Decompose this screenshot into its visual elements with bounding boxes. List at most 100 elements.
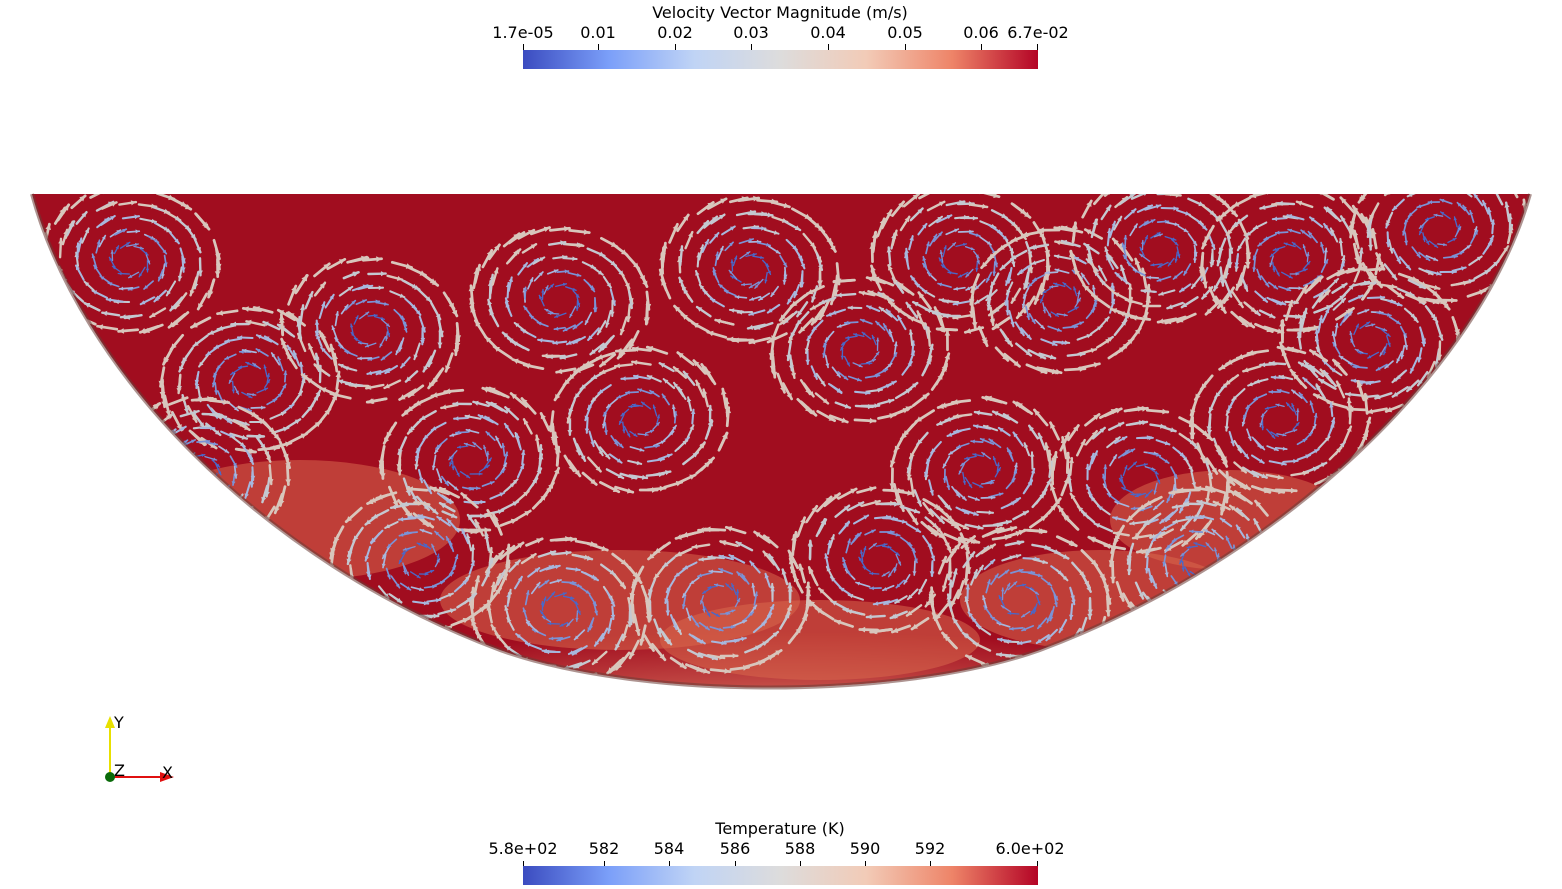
- velocity-arrowhead: [628, 302, 634, 308]
- velocity-arrowhead: [350, 581, 356, 587]
- velocity-arrowhead: [45, 224, 51, 230]
- velocity-arrowhead: [379, 473, 386, 479]
- velocity-arrowhead: [352, 271, 358, 277]
- velocity-arrowhead: [720, 389, 727, 395]
- velocity-arrowhead: [677, 352, 684, 359]
- velocity-arrowhead: [282, 384, 286, 389]
- velocity-arrowhead: [746, 251, 750, 255]
- velocity-arrowhead: [767, 270, 771, 275]
- velocity-arrowhead: [431, 426, 437, 431]
- velocity-arrowhead: [1213, 613, 1218, 619]
- velocity-arrowhead: [799, 326, 806, 333]
- velocity-arrowhead: [392, 500, 398, 507]
- velocity-arrowhead: [843, 375, 848, 380]
- velocity-arrowhead: [593, 307, 598, 312]
- velocity-arrowhead: [239, 349, 244, 354]
- velocity-arrowhead: [548, 425, 555, 431]
- velocity-arrowhead: [300, 433, 307, 439]
- velocity-arrowhead: [575, 293, 579, 298]
- velocity-arrowhead: [226, 418, 232, 423]
- velocity-arrow: [1241, 591, 1259, 606]
- velocity-arrowhead: [869, 417, 876, 424]
- velocity-arrowhead: [414, 400, 421, 406]
- velocity-arrowhead: [782, 280, 787, 284]
- velocity-arrowhead: [502, 463, 507, 468]
- velocity-arrowhead: [631, 474, 637, 480]
- velocity-arrowhead: [293, 351, 298, 356]
- velocity-arrowhead: [610, 311, 615, 316]
- velocity-arrowhead: [638, 388, 643, 393]
- velocity-arrowhead: [494, 244, 500, 251]
- velocity-arrowhead: [893, 352, 897, 358]
- velocity-arrowhead: [600, 360, 607, 367]
- velocity-arrowhead: [614, 441, 618, 446]
- velocity-arrowhead: [553, 269, 558, 274]
- velocity-arrowhead: [723, 398, 730, 405]
- velocity-arrowhead: [147, 260, 151, 264]
- velocity-arrowhead: [871, 359, 876, 363]
- velocity-arrowhead: [753, 195, 759, 202]
- velocity-arrowhead: [686, 397, 692, 402]
- velocity-arrowhead: [689, 425, 694, 431]
- velocity-arrowhead: [658, 472, 664, 478]
- velocity-arrowhead: [41, 271, 47, 278]
- velocity-arrowhead: [96, 240, 101, 245]
- velocity-arrowhead: [448, 456, 453, 460]
- velocity-arrowhead: [768, 353, 775, 359]
- velocity-arrowhead: [150, 312, 156, 317]
- velocity-arrowhead: [519, 464, 524, 470]
- velocity-arrowhead: [398, 448, 403, 454]
- velocity-arrowhead: [84, 303, 91, 308]
- velocity-arrowhead: [733, 337, 739, 344]
- velocity-arrowhead: [171, 343, 177, 350]
- velocity-arrowhead: [578, 242, 584, 248]
- temperature-domain: [32, 183, 1530, 688]
- velocity-arrowhead: [564, 269, 569, 274]
- velocity-arrowhead: [580, 455, 586, 461]
- velocity-arrowhead: [533, 258, 539, 264]
- velocity-arrowhead: [828, 415, 835, 421]
- velocity-arrowhead: [277, 357, 282, 362]
- velocity-arrowhead: [1103, 188, 1109, 194]
- velocity-arrowhead: [650, 429, 654, 434]
- velocity-arrowhead: [534, 435, 540, 441]
- velocity-arrowhead: [199, 422, 205, 428]
- velocity-arrow: [1092, 625, 1102, 645]
- velocity-arrowhead: [825, 337, 830, 342]
- velocity-arrowhead: [279, 317, 285, 323]
- velocity-arrowhead: [415, 310, 421, 315]
- velocity-arrowhead: [520, 450, 526, 455]
- velocity-arrowhead: [813, 374, 818, 379]
- velocity-arrowhead: [659, 363, 666, 368]
- velocity-arrowhead: [1180, 598, 1186, 603]
- velocity-arrowhead: [248, 448, 255, 454]
- velocity-arrowhead: [365, 312, 369, 316]
- velocity-arrowhead: [907, 361, 912, 367]
- velocity-arrowhead: [1262, 194, 1269, 195]
- velocity-arrowhead: [351, 300, 356, 305]
- velocity-arrow: [968, 190, 985, 192]
- velocity-arrowhead: [256, 349, 261, 353]
- velocity-arrowhead: [1424, 393, 1431, 400]
- velocity-arrowhead: [176, 388, 182, 393]
- velocity-arrowhead: [264, 336, 270, 341]
- velocity-arrowhead: [734, 256, 738, 260]
- velocity-arrowhead: [660, 440, 665, 445]
- velocity-arrowhead: [500, 469, 505, 474]
- velocity-arrowhead: [189, 290, 195, 296]
- velocity-arrow: [565, 675, 587, 684]
- velocity-arrowhead: [675, 480, 682, 487]
- velocity-arrowhead: [511, 393, 517, 400]
- velocity-arrowhead: [509, 482, 515, 488]
- velocity-arrowhead: [38, 257, 45, 264]
- velocity-arrowhead: [595, 466, 601, 472]
- velocity-arrowhead: [110, 216, 115, 221]
- velocity-arrowhead: [791, 300, 798, 307]
- velocity-arrowhead: [241, 434, 247, 440]
- velocity-arrowhead: [513, 669, 520, 675]
- velocity-arrowhead: [334, 586, 340, 592]
- velocity-arrowhead: [825, 363, 830, 368]
- velocity-arrowhead: [1115, 183, 1121, 189]
- velocity-arrowhead: [524, 419, 529, 425]
